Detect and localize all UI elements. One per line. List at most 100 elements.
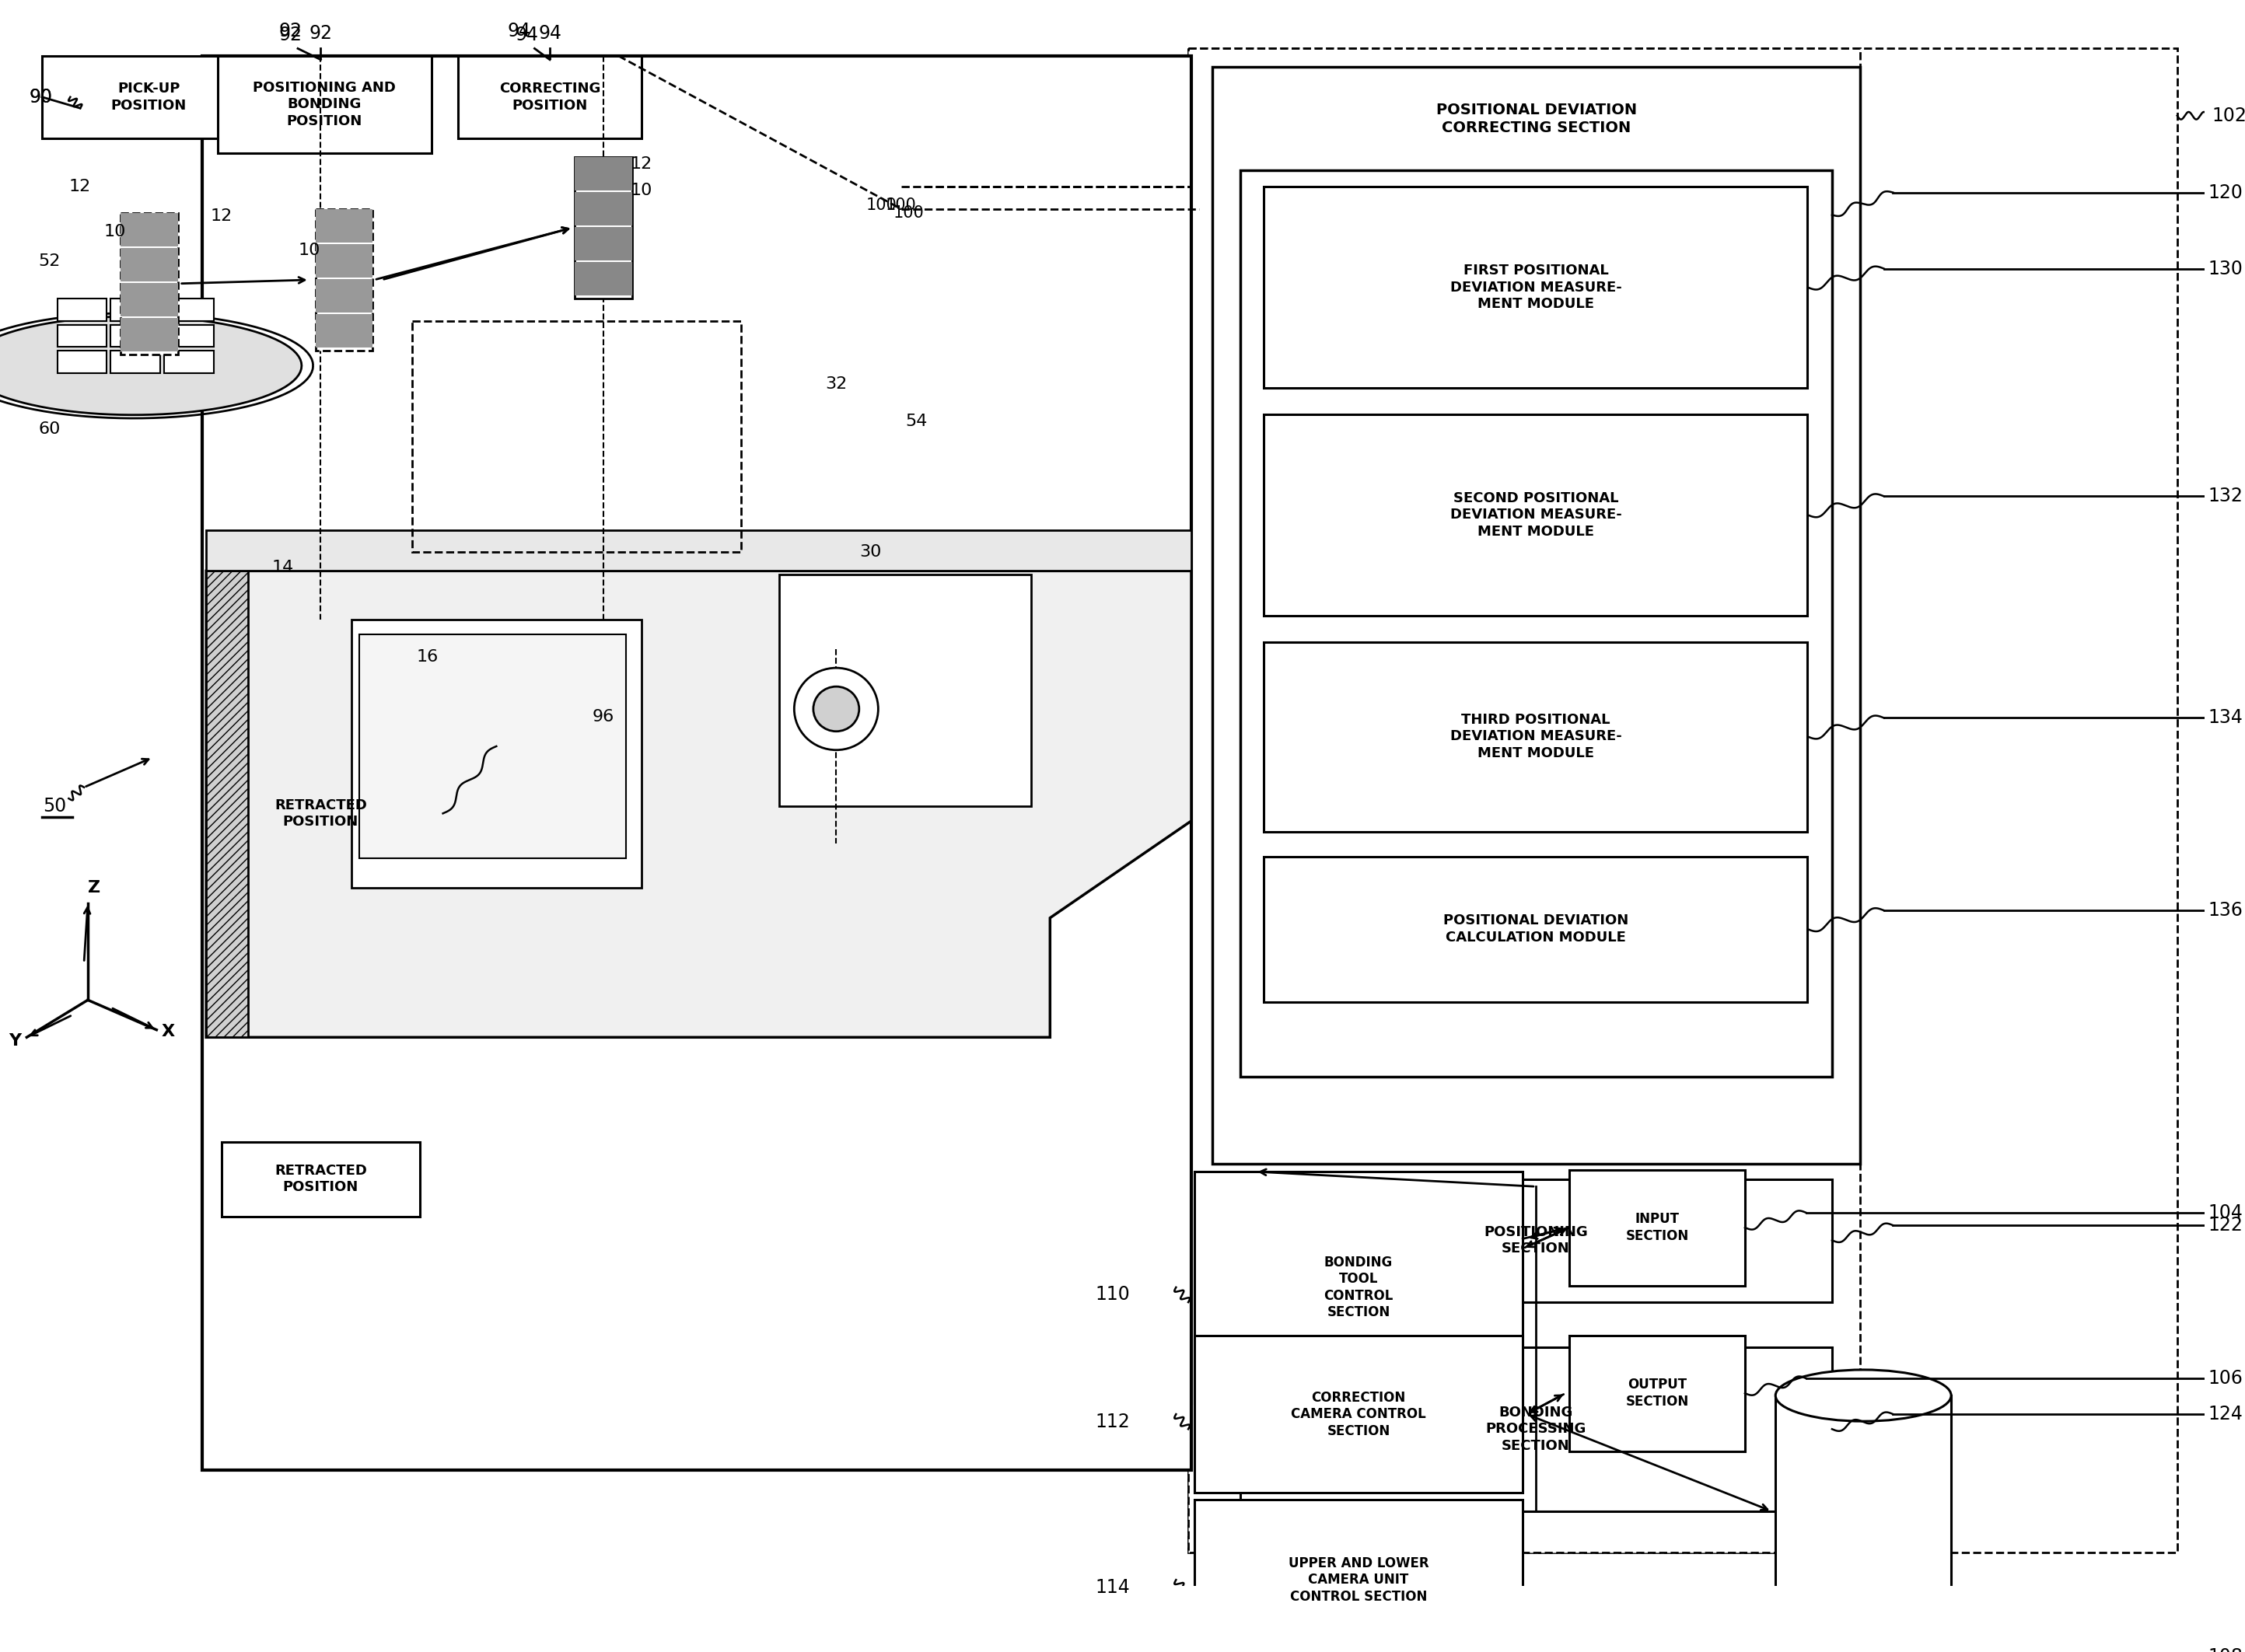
Text: POSITIONING
SECTION: POSITIONING SECTION [1484, 1224, 1587, 1256]
Text: RETRACTED
POSITION: RETRACTED POSITION [274, 1163, 366, 1194]
Bar [458, 56, 642, 139]
Text: 12: 12 [631, 157, 653, 172]
Bar [1194, 1500, 1522, 1652]
Text: POSITIONING AND
BONDING
POSITION: POSITIONING AND BONDING POSITION [254, 81, 395, 129]
Bar [121, 213, 177, 355]
Bar [575, 226, 633, 261]
Text: 120: 120 [2207, 183, 2243, 202]
Bar [164, 325, 213, 347]
Text: 134: 134 [2207, 709, 2243, 727]
Text: 92: 92 [278, 26, 301, 45]
Text: 108: 108 [2207, 1647, 2243, 1652]
Circle shape [795, 667, 878, 750]
Bar [110, 350, 159, 373]
Text: 14: 14 [272, 560, 294, 575]
Text: 106: 106 [2207, 1370, 2243, 1388]
Text: 94: 94 [516, 26, 539, 45]
Polygon shape [0, 317, 301, 415]
Bar [121, 213, 177, 246]
Bar [164, 299, 213, 320]
Bar [1194, 1336, 1522, 1492]
Text: 30: 30 [860, 545, 882, 560]
Bar [1264, 857, 1807, 1003]
Text: 10: 10 [103, 223, 126, 240]
Bar [218, 56, 431, 154]
Text: 124: 124 [2207, 1404, 2243, 1424]
Text: 92: 92 [310, 25, 332, 43]
Text: 96: 96 [593, 709, 615, 724]
Text: FIRST POSITIONAL
DEVIATION MEASURE-
MENT MODULE: FIRST POSITIONAL DEVIATION MEASURE- MENT… [1450, 264, 1621, 311]
Bar [1188, 48, 1861, 1553]
Bar [1264, 415, 1807, 616]
Bar [121, 282, 177, 317]
Text: 12: 12 [70, 178, 92, 195]
Bar [314, 314, 373, 349]
Text: 110: 110 [1096, 1285, 1129, 1303]
Text: X: X [162, 1024, 175, 1039]
Bar [1188, 48, 2178, 1553]
Text: POSITIONAL DEVIATION
CALCULATION MODULE: POSITIONAL DEVIATION CALCULATION MODULE [1444, 914, 1628, 945]
Text: 32: 32 [826, 377, 846, 392]
Bar [58, 325, 108, 347]
Bar [58, 299, 108, 320]
Text: 102: 102 [2211, 106, 2245, 126]
Text: CORRECTING
POSITION: CORRECTING POSITION [498, 81, 599, 112]
Text: THIRD POSITIONAL
DEVIATION MEASURE-
MENT MODULE: THIRD POSITIONAL DEVIATION MEASURE- MENT… [1450, 714, 1621, 760]
Polygon shape [207, 572, 1192, 1037]
Bar [314, 244, 373, 278]
Text: 122: 122 [2207, 1216, 2243, 1234]
Text: 94: 94 [539, 25, 561, 43]
Bar [575, 192, 633, 225]
Circle shape [813, 687, 860, 732]
Bar [314, 279, 373, 312]
Bar [1569, 1336, 1744, 1452]
Bar [413, 320, 741, 552]
Text: 92: 92 [278, 21, 301, 41]
Text: 114: 114 [1096, 1578, 1129, 1596]
Bar [43, 56, 256, 139]
Text: PICK-UP
POSITION: PICK-UP POSITION [110, 81, 186, 112]
Bar [110, 325, 159, 347]
Text: 90: 90 [29, 88, 52, 106]
Text: UPPER AND LOWER
CAMERA UNIT
CONTROL SECTION: UPPER AND LOWER CAMERA UNIT CONTROL SECT… [1289, 1556, 1428, 1604]
Ellipse shape [1776, 1370, 1951, 1421]
Text: BONDING
PROCESSING
SECTION: BONDING PROCESSING SECTION [1486, 1406, 1585, 1452]
Text: CORRECTION
CAMERA CONTROL
SECTION: CORRECTION CAMERA CONTROL SECTION [1291, 1391, 1426, 1437]
Polygon shape [207, 530, 1192, 572]
Text: 10: 10 [299, 243, 321, 258]
Bar [575, 157, 633, 190]
Text: INPUT
SECTION: INPUT SECTION [1625, 1213, 1688, 1242]
Text: Z: Z [88, 881, 101, 895]
Text: 94: 94 [507, 21, 532, 41]
Text: 104: 104 [2207, 1203, 2243, 1222]
Bar [575, 263, 633, 296]
Text: 132: 132 [2207, 487, 2243, 506]
Bar [314, 208, 373, 350]
Bar [121, 248, 177, 281]
Polygon shape [350, 620, 642, 889]
Text: 10: 10 [631, 182, 653, 198]
Text: 100: 100 [867, 198, 898, 213]
Text: SECOND POSITIONAL
DEVIATION MEASURE-
MENT MODULE: SECOND POSITIONAL DEVIATION MEASURE- MEN… [1450, 491, 1621, 539]
Text: 136: 136 [2207, 900, 2243, 920]
Text: 90: 90 [29, 88, 52, 106]
Bar [110, 299, 159, 320]
Bar [202, 56, 1192, 1470]
Bar [1569, 1170, 1744, 1285]
Text: 50: 50 [43, 796, 67, 816]
Text: 130: 130 [2207, 259, 2243, 278]
Text: POSITIONAL DEVIATION
CORRECTING SECTION: POSITIONAL DEVIATION CORRECTING SECTION [1437, 102, 1637, 135]
Text: 52: 52 [38, 253, 61, 269]
Text: OUTPUT
SECTION: OUTPUT SECTION [1625, 1378, 1688, 1409]
Polygon shape [779, 575, 1030, 806]
Bar [164, 350, 213, 373]
Bar [1776, 1396, 1951, 1627]
Text: RETRACTED
POSITION: RETRACTED POSITION [274, 798, 366, 829]
Bar [575, 157, 633, 299]
Bar [1264, 641, 1807, 833]
Bar [207, 572, 249, 1037]
Bar [58, 350, 108, 373]
Bar [1264, 187, 1807, 388]
Bar [1239, 170, 1832, 1077]
Bar [314, 208, 373, 243]
